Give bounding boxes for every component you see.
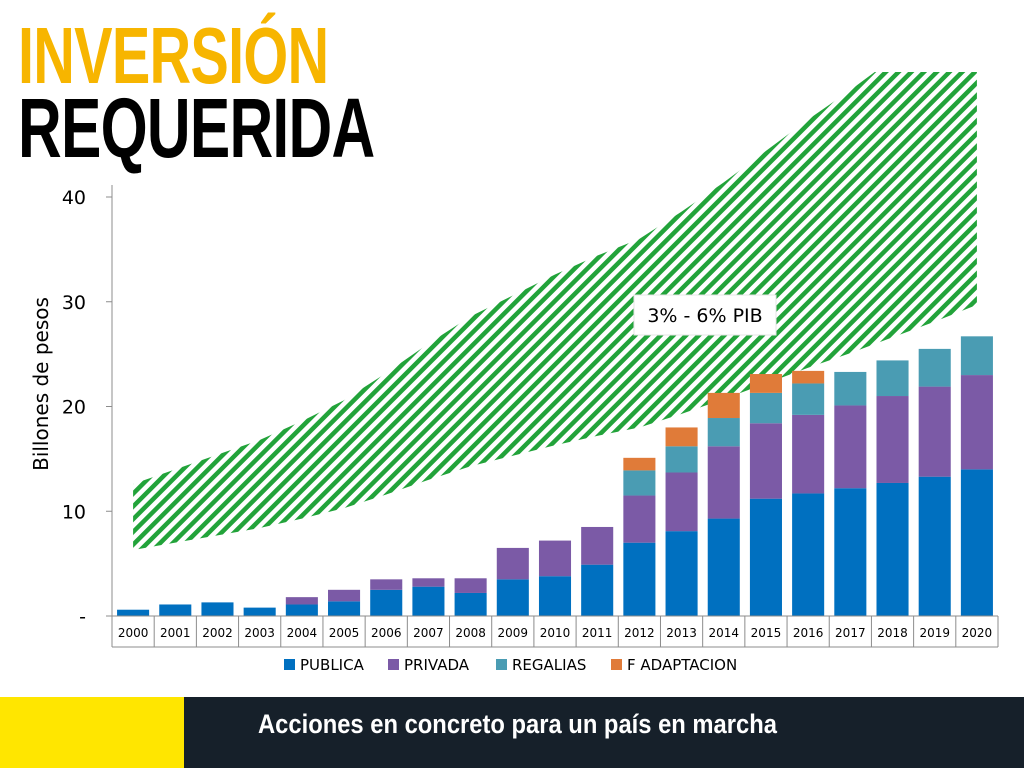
bar-publica-2016 (792, 493, 825, 616)
legend-label-privada: PRIVADA (404, 656, 470, 674)
bar-privada-2012 (623, 495, 656, 543)
bar-privada-2005 (328, 589, 361, 602)
x-tick-label: 2019 (919, 626, 950, 640)
legend-swatch-regalias (496, 659, 507, 670)
bar-publica-2004 (285, 604, 318, 616)
x-tick-label: 2008 (455, 626, 486, 640)
slide-title-line1: INVERSIÓN (18, 11, 329, 100)
bar-privada-2007 (412, 578, 445, 587)
x-tick-label: 2012 (624, 626, 655, 640)
bar-publica-2009 (496, 579, 529, 616)
x-tick-label: 2011 (582, 626, 613, 640)
x-tick-label: 2002 (202, 626, 233, 640)
bar-privada-2010 (538, 540, 572, 577)
bar-regalias-2016 (792, 383, 825, 415)
x-tick-label: 2003 (244, 626, 275, 640)
y-tick-label: 40 (62, 187, 86, 209)
bar-publica-2001 (159, 604, 192, 616)
x-tick-label: 2009 (498, 626, 529, 640)
bar-publica-2015 (749, 498, 782, 616)
y-tick-label: 20 (62, 397, 86, 419)
bar-publica-2012 (623, 542, 656, 616)
bar-regalias-2014 (707, 418, 740, 447)
bar-publica-2005 (328, 601, 361, 616)
bar-privada-2011 (581, 526, 614, 565)
x-tick-label: 2007 (413, 626, 444, 640)
bar-publica-2020 (960, 469, 993, 616)
x-tick-label: 2018 (877, 626, 908, 640)
x-tick-label: 2013 (666, 626, 697, 640)
bar-regalias-2020 (960, 336, 993, 376)
bar-regalias-2019 (918, 348, 951, 387)
y-axis-title: Billones de pesos (29, 297, 53, 471)
footer-yellow-bar (0, 697, 184, 768)
bar-privada-2020 (960, 375, 993, 470)
x-tick-label: 2001 (160, 626, 191, 640)
bar-publica-2018 (876, 482, 909, 616)
bar-privada-2015 (749, 423, 782, 499)
legend-label-f-adaptacion: F ADAPTACION (627, 656, 737, 674)
investment-chart: - 10 20 30 40 Billones de pesos 2000 2001 2002 20… (29, 72, 999, 674)
bar-regalias-2017 (834, 371, 867, 406)
slide-title-line2: REQUERIDA (18, 81, 375, 175)
legend-swatch-f-adaptacion (611, 659, 622, 670)
band-label-box (633, 294, 777, 336)
bar-publica-2010 (538, 576, 572, 616)
band-label: 3% - 6% PIB (647, 305, 762, 327)
x-tick-label: 2016 (793, 626, 824, 640)
bar-publica-2008 (454, 592, 487, 616)
bar-f-adaptacion-2014 (707, 392, 740, 419)
bar-publica-2017 (834, 488, 867, 616)
bar-privada-2013 (665, 472, 698, 532)
bar-regalias-2013 (665, 446, 698, 473)
bar-regalias-2018 (876, 360, 909, 397)
bar-publica-2003 (243, 607, 276, 616)
legend-swatch-privada (388, 659, 399, 670)
bar-privada-2008 (454, 578, 487, 593)
legend-swatch-publica (284, 659, 295, 670)
y-tick-label: 30 (62, 292, 86, 314)
legend-label-regalias: REGALIAS (512, 656, 586, 674)
y-tick-label: - (79, 606, 86, 628)
bar-privada-2006 (370, 579, 403, 590)
bar-privada-2009 (496, 547, 529, 580)
bar-privada-2004 (285, 597, 318, 605)
bar-publica-2014 (707, 518, 740, 616)
legend-label-publica: PUBLICA (300, 656, 365, 674)
pib-range-band (133, 72, 977, 551)
bar-publica-2000 (117, 609, 150, 616)
bar-regalias-2015 (749, 392, 782, 424)
footer-slogan: Acciones en concreto para un país en mar… (258, 709, 777, 739)
bar-regalias-2012 (623, 470, 656, 496)
x-tick-label: 2017 (835, 626, 866, 640)
bar-f-adaptacion-2016 (792, 370, 825, 384)
footer-dark-bar (184, 697, 1024, 768)
bar-privada-2016 (792, 414, 825, 494)
bar-f-adaptacion-2013 (665, 427, 698, 447)
bar-f-adaptacion-2015 (749, 374, 782, 393)
bar-privada-2019 (918, 386, 951, 477)
x-tick-label: 2014 (708, 626, 739, 640)
bar-publica-2002 (201, 602, 234, 616)
bar-publica-2007 (412, 586, 445, 616)
bar-publica-2019 (918, 476, 951, 616)
x-tick-label: 2004 (287, 626, 318, 640)
bar-f-adaptacion-2012 (623, 457, 656, 471)
x-tick-label: 2006 (371, 626, 402, 640)
x-tick-label: 2020 (962, 626, 993, 640)
x-tick-label: 2000 (118, 626, 149, 640)
bar-publica-2013 (665, 531, 698, 616)
y-tick-label: 10 (62, 501, 86, 523)
x-tick-label: 2015 (751, 626, 782, 640)
bar-privada-2018 (876, 396, 909, 483)
x-tick-label: 2010 (540, 626, 571, 640)
bar-privada-2017 (834, 405, 867, 489)
bar-publica-2011 (581, 564, 614, 616)
bar-publica-2006 (370, 589, 403, 616)
x-tick-label: 2005 (329, 626, 360, 640)
bar-privada-2014 (707, 446, 740, 519)
